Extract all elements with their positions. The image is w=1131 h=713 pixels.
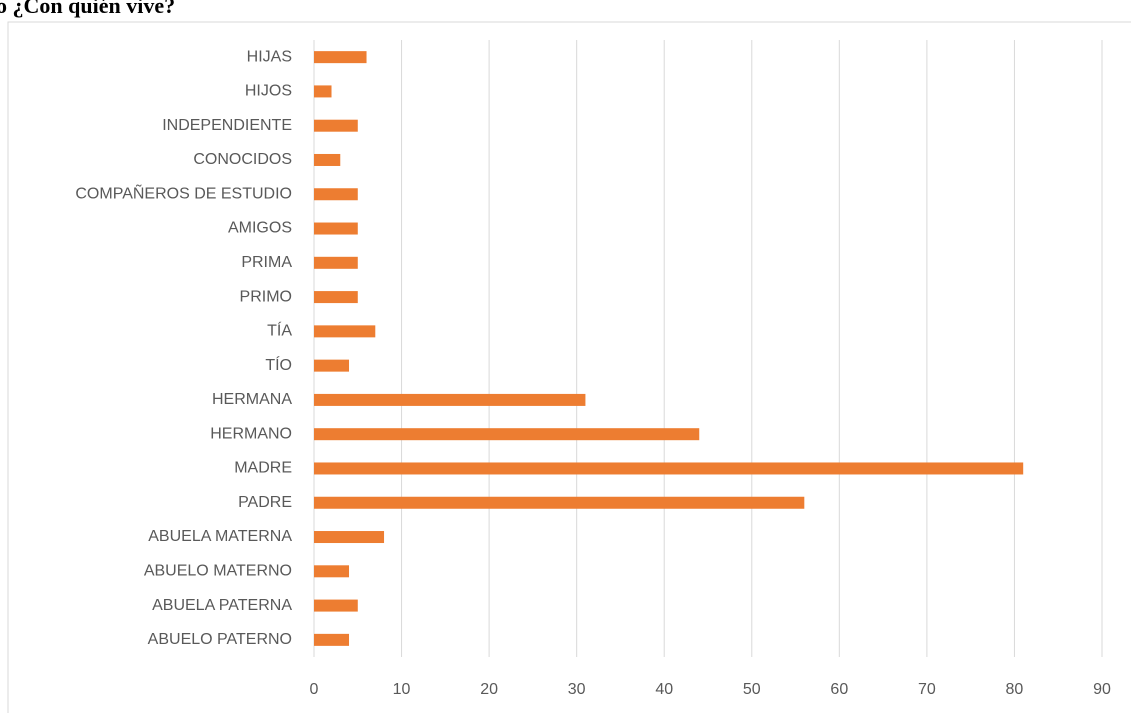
bar — [314, 325, 376, 338]
y-tick-label: PRIMO — [240, 288, 292, 305]
x-tick-label: 0 — [310, 681, 319, 698]
bar — [314, 462, 1024, 475]
y-tick-label: ABUELA MATERNA — [148, 528, 292, 545]
bar — [314, 291, 358, 304]
bar — [314, 153, 341, 166]
bar — [314, 85, 332, 98]
y-tick-label: ABUELA PATERNA — [152, 597, 292, 614]
y-tick-label: PADRE — [238, 494, 292, 511]
x-tick-label: 60 — [830, 681, 848, 698]
bar — [314, 188, 358, 201]
title-background — [0, 0, 480, 21]
y-tick-label: HIJOS — [245, 83, 292, 100]
y-tick-label: PRIMA — [241, 254, 292, 271]
x-tick-label: 10 — [393, 681, 411, 698]
bar — [314, 359, 350, 372]
y-tick-label: AMIGOS — [228, 220, 292, 237]
y-tick-label: COMPAÑEROS DE ESTUDIO — [75, 182, 292, 202]
y-tick-label: HERMANA — [212, 391, 292, 408]
x-tick-label: 80 — [1006, 681, 1024, 698]
chart-frame — [7, 21, 1131, 713]
y-tick-label: ABUELO MATERNO — [144, 563, 292, 580]
y-tick-label: INDEPENDIENTE — [162, 117, 292, 134]
bar — [314, 222, 358, 235]
y-tick-label: MADRE — [234, 460, 292, 477]
y-tick-label: HIJAS — [247, 48, 292, 65]
y-tick-label: ABUELO PATERNO — [148, 631, 292, 648]
chart-title: o ¿Con quién vive? — [0, 0, 175, 18]
bar — [314, 51, 367, 64]
bar — [314, 119, 358, 132]
y-tick-label: CONOCIDOS — [193, 151, 292, 168]
x-tick-label: 40 — [655, 681, 673, 698]
x-tick-label: 90 — [1093, 681, 1111, 698]
y-tick-label: HERMANO — [210, 425, 292, 442]
bar — [314, 565, 350, 578]
bar — [314, 256, 358, 269]
y-tick-label: TÍA — [267, 321, 292, 340]
x-tick-label: 70 — [918, 681, 936, 698]
y-tick-label: TÍO — [265, 355, 292, 374]
bar — [314, 496, 805, 509]
x-tick-label: 20 — [480, 681, 498, 698]
bar — [314, 633, 350, 646]
bar — [314, 599, 358, 612]
bar — [314, 531, 385, 544]
bar — [314, 428, 700, 441]
x-tick-label: 30 — [568, 681, 586, 698]
x-tick-label: 50 — [743, 681, 761, 698]
bar — [314, 393, 586, 406]
